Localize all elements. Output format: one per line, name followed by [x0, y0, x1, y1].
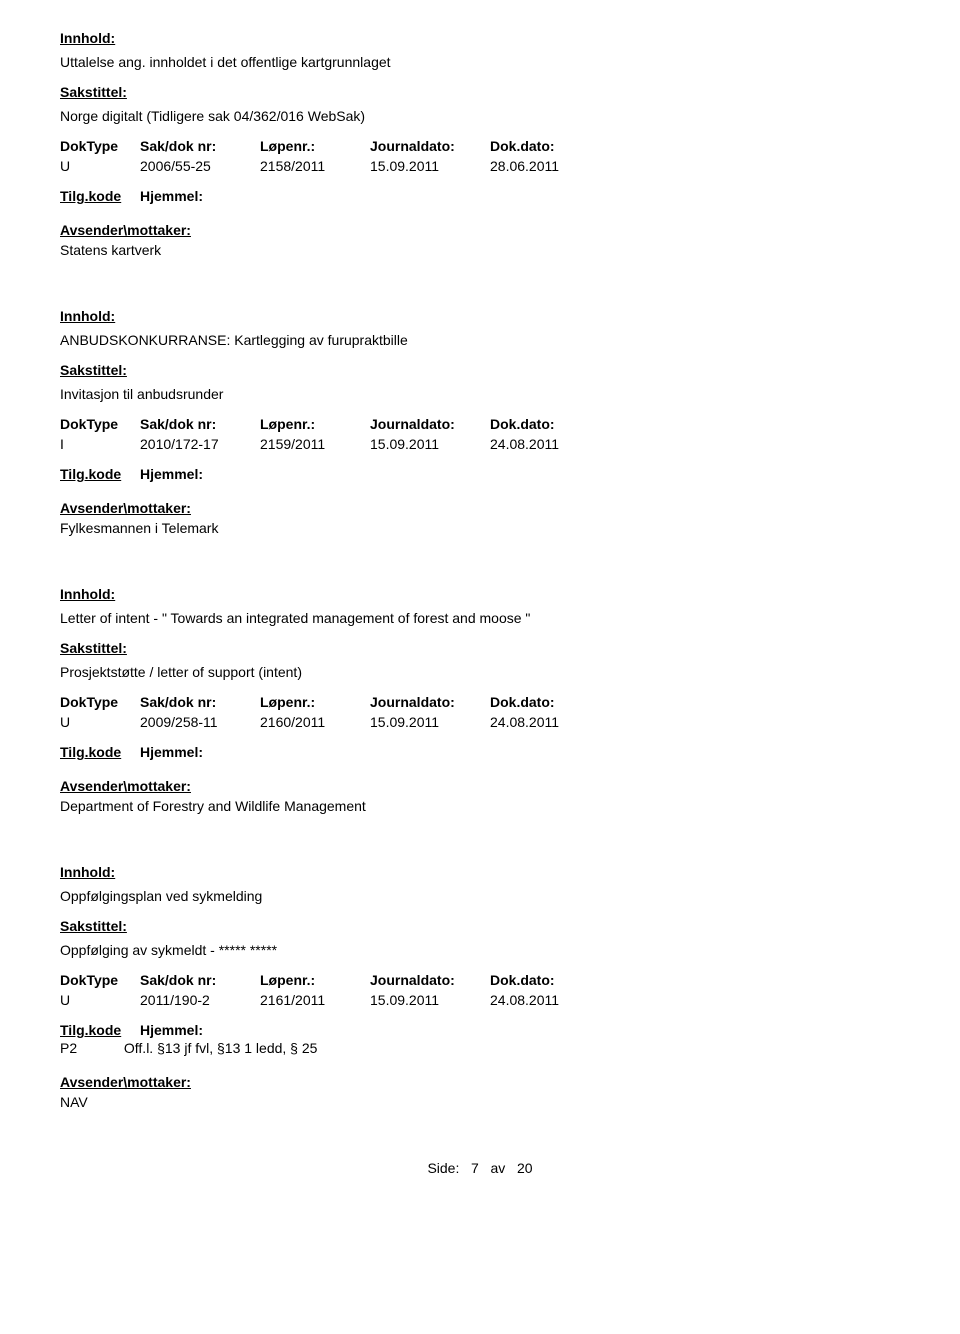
page-number: 7: [471, 1160, 479, 1176]
sakdok-header: Sak/dok nr:: [140, 972, 260, 988]
doktype-header: DokType: [60, 694, 140, 710]
journal-entry: Innhold: Letter of intent - " Towards an…: [60, 586, 900, 814]
avsender-text: Statens kartverk: [60, 242, 900, 258]
tilg-row: Tilg.kode Hjemmel:: [60, 1022, 900, 1038]
journal-entry: Innhold: ANBUDSKONKURRANSE: Kartlegging …: [60, 308, 900, 536]
tilg-row: Tilg.kode Hjemmel:: [60, 188, 900, 204]
lopenr-value: 2160/2011: [260, 714, 370, 730]
table-row: I 2010/172-17 2159/2011 15.09.2011 24.08…: [60, 436, 900, 452]
tilg-row: Tilg.kode Hjemmel:: [60, 744, 900, 760]
sakstittel-label: Sakstittel:: [60, 640, 900, 656]
innhold-text: Letter of intent - " Towards an integrat…: [60, 610, 900, 626]
lopenr-value: 2159/2011: [260, 436, 370, 452]
sakdok-value: 2010/172-17: [140, 436, 260, 452]
sakstittel-text: Invitasjon til anbudsrunder: [60, 386, 900, 402]
doktype-header: DokType: [60, 972, 140, 988]
doktype-value: U: [60, 714, 140, 730]
lopenr-value: 2161/2011: [260, 992, 370, 1008]
dokdato-header: Dok.dato:: [490, 416, 610, 432]
table-row: U 2011/190-2 2161/2011 15.09.2011 24.08.…: [60, 992, 900, 1008]
lopenr-header: Løpenr.:: [260, 694, 370, 710]
journaldato-header: Journaldato:: [370, 416, 490, 432]
avsender-label: Avsender\mottaker:: [60, 500, 900, 516]
hjemmel-label: Hjemmel:: [140, 744, 203, 760]
table-row: U 2006/55-25 2158/2011 15.09.2011 28.06.…: [60, 158, 900, 174]
hjemmel-label: Hjemmel:: [140, 466, 203, 482]
doktype-header: DokType: [60, 416, 140, 432]
sakstittel-text: Oppfølging av sykmeldt - ***** *****: [60, 942, 900, 958]
sakstittel-label: Sakstittel:: [60, 918, 900, 934]
journaldato-value: 15.09.2011: [370, 436, 490, 452]
hjemmel-label: Hjemmel:: [140, 188, 203, 204]
journaldato-header: Journaldato:: [370, 972, 490, 988]
journaldato-value: 15.09.2011: [370, 714, 490, 730]
tilgkode-label: Tilg.kode: [60, 188, 140, 204]
innhold-label: Innhold:: [60, 308, 900, 324]
innhold-label: Innhold:: [60, 586, 900, 602]
dokdato-value: 24.08.2011: [490, 992, 610, 1008]
doktype-header: DokType: [60, 138, 140, 154]
sakstittel-text: Norge digitalt (Tidligere sak 04/362/016…: [60, 108, 900, 124]
innhold-label: Innhold:: [60, 30, 900, 46]
journaldato-header: Journaldato:: [370, 138, 490, 154]
doktype-value: U: [60, 992, 140, 1008]
dokdato-value: 28.06.2011: [490, 158, 610, 174]
sakstittel-label: Sakstittel:: [60, 362, 900, 378]
dokdato-header: Dok.dato:: [490, 972, 610, 988]
avsender-label: Avsender\mottaker:: [60, 1074, 900, 1090]
journal-entry: Innhold: Uttalelse ang. innholdet i det …: [60, 30, 900, 258]
dokdato-header: Dok.dato:: [490, 694, 610, 710]
sakdok-header: Sak/dok nr:: [140, 416, 260, 432]
hjemmel-label: Hjemmel:: [140, 1022, 203, 1038]
sakdok-value: 2011/190-2: [140, 992, 260, 1008]
dokdato-value: 24.08.2011: [490, 436, 610, 452]
page-container: Innhold: Uttalelse ang. innholdet i det …: [0, 0, 960, 1246]
table-header: DokType Sak/dok nr: Løpenr.: Journaldato…: [60, 416, 900, 432]
innhold-text: Uttalelse ang. innholdet i det offentlig…: [60, 54, 900, 70]
lopenr-header: Løpenr.:: [260, 138, 370, 154]
lopenr-value: 2158/2011: [260, 158, 370, 174]
table-header: DokType Sak/dok nr: Løpenr.: Journaldato…: [60, 972, 900, 988]
avsender-label: Avsender\mottaker:: [60, 778, 900, 794]
sakdok-value: 2009/258-11: [140, 714, 260, 730]
sakstittel-text: Prosjektstøtte / letter of support (inte…: [60, 664, 900, 680]
side-label: Side:: [427, 1160, 459, 1176]
table-header: DokType Sak/dok nr: Løpenr.: Journaldato…: [60, 138, 900, 154]
sakdok-value: 2006/55-25: [140, 158, 260, 174]
dokdato-header: Dok.dato:: [490, 138, 610, 154]
page-footer: Side: 7 av 20: [60, 1160, 900, 1186]
tilgkode-label: Tilg.kode: [60, 1022, 140, 1038]
doktype-value: U: [60, 158, 140, 174]
journaldato-header: Journaldato:: [370, 694, 490, 710]
table-header: DokType Sak/dok nr: Løpenr.: Journaldato…: [60, 694, 900, 710]
sakstittel-label: Sakstittel:: [60, 84, 900, 100]
dokdato-value: 24.08.2011: [490, 714, 610, 730]
tilgkode-label: Tilg.kode: [60, 466, 140, 482]
avsender-text: Department of Forestry and Wildlife Mana…: [60, 798, 900, 814]
journal-entry: Innhold: Oppfølgingsplan ved sykmelding …: [60, 864, 900, 1110]
innhold-text: ANBUDSKONKURRANSE: Kartlegging av furupr…: [60, 332, 900, 348]
sakdok-header: Sak/dok nr:: [140, 694, 260, 710]
table-row: U 2009/258-11 2160/2011 15.09.2011 24.08…: [60, 714, 900, 730]
page-total: 20: [517, 1160, 533, 1176]
ref-text: Off.l. §13 jf fvl, §13 1 ledd, § 25: [124, 1040, 318, 1056]
lopenr-header: Løpenr.:: [260, 416, 370, 432]
avsender-label: Avsender\mottaker:: [60, 222, 900, 238]
journaldato-value: 15.09.2011: [370, 992, 490, 1008]
av-label: av: [491, 1160, 506, 1176]
lopenr-header: Løpenr.:: [260, 972, 370, 988]
avsender-text: NAV: [60, 1094, 900, 1110]
sakdok-header: Sak/dok nr:: [140, 138, 260, 154]
innhold-text: Oppfølgingsplan ved sykmelding: [60, 888, 900, 904]
journaldato-value: 15.09.2011: [370, 158, 490, 174]
tilg-row: Tilg.kode Hjemmel:: [60, 466, 900, 482]
innhold-label: Innhold:: [60, 864, 900, 880]
tilgkode-label: Tilg.kode: [60, 744, 140, 760]
avsender-text: Fylkesmannen i Telemark: [60, 520, 900, 536]
doktype-value: I: [60, 436, 140, 452]
ref-line: P2 Off.l. §13 jf fvl, §13 1 ledd, § 25: [60, 1040, 900, 1056]
ref-code: P2: [60, 1040, 120, 1056]
